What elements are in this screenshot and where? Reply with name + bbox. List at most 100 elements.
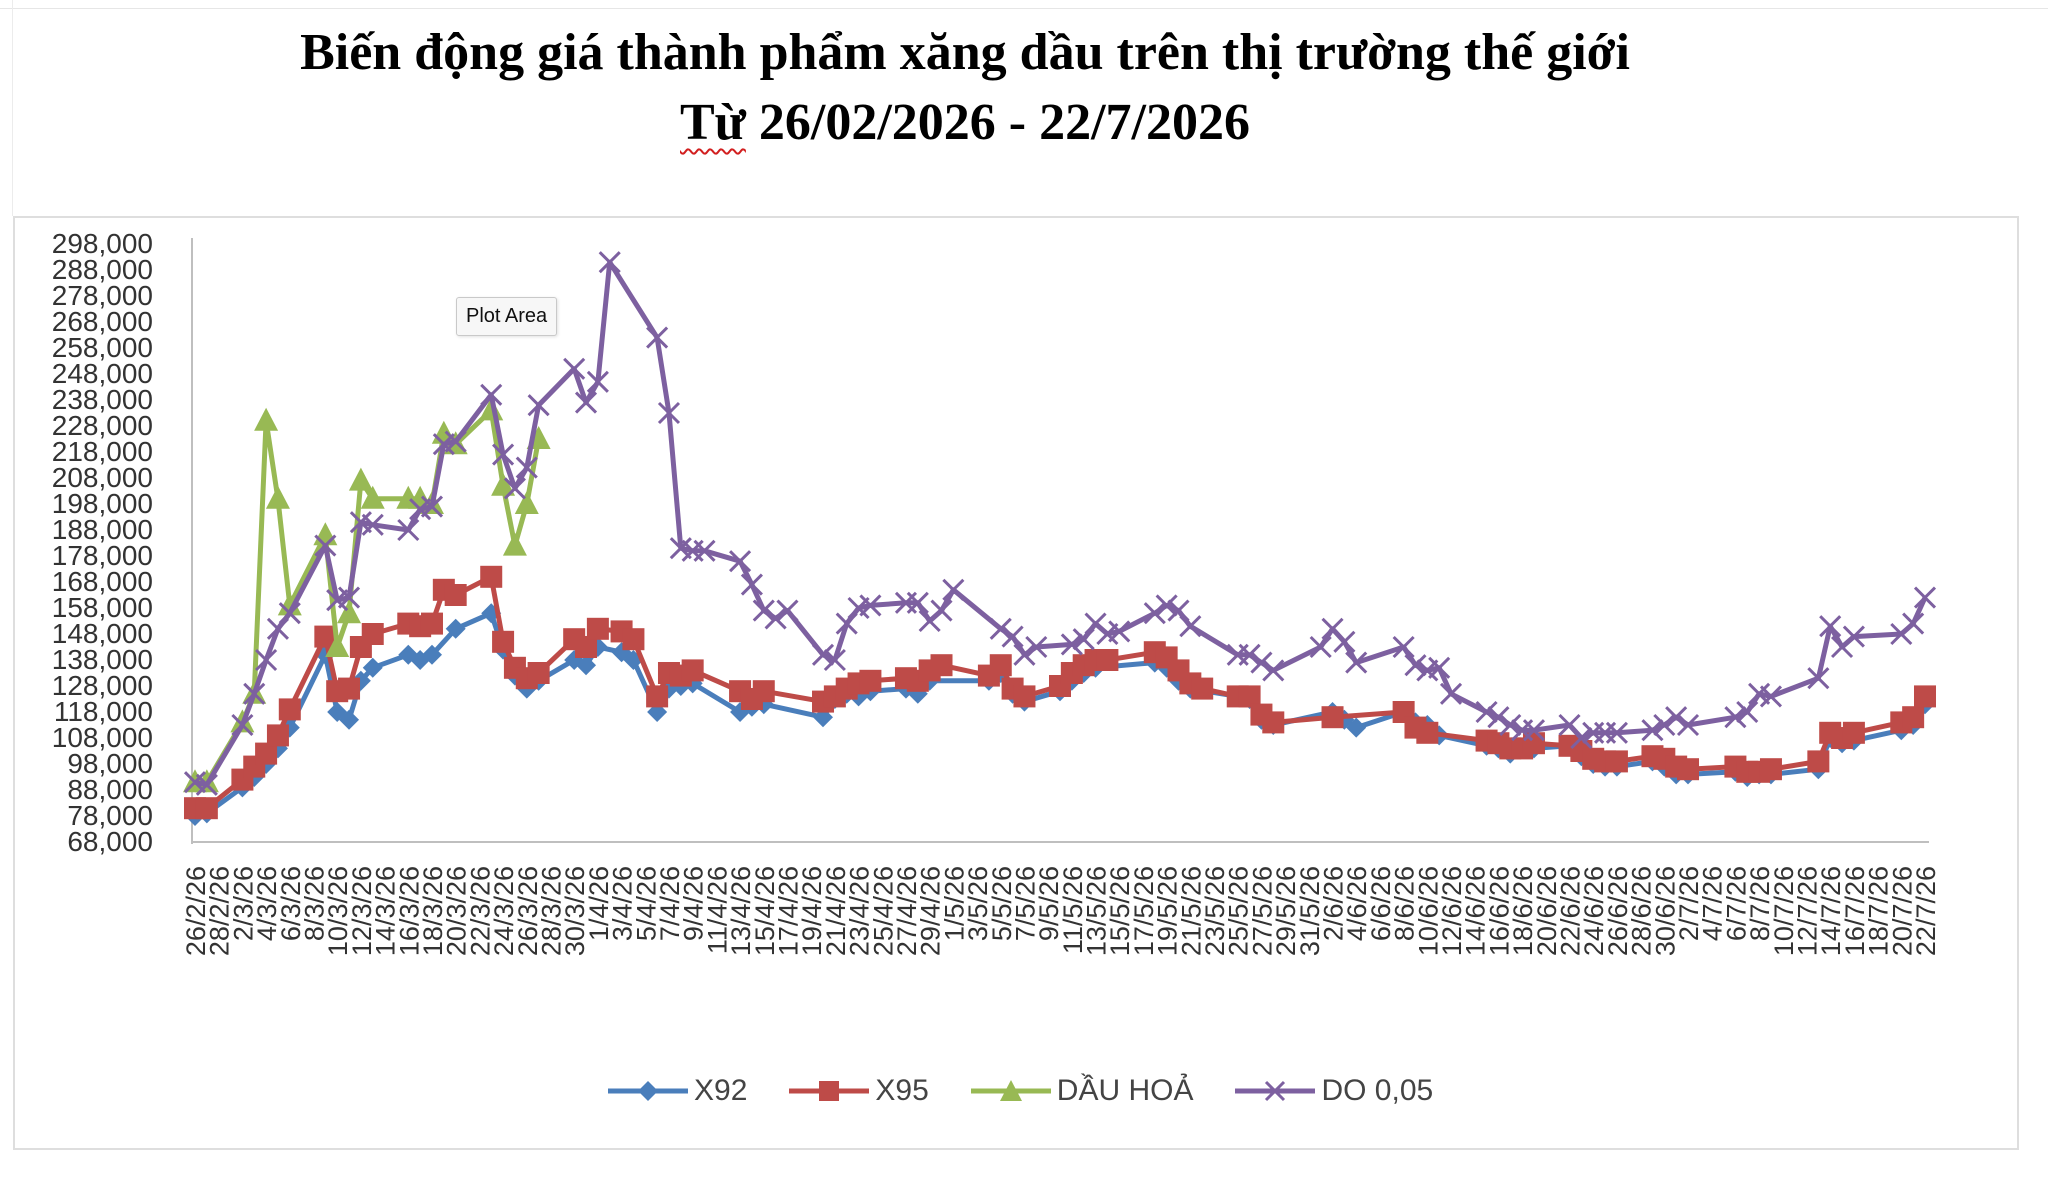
data-point-do[interactable] <box>930 599 953 622</box>
data-point-do[interactable] <box>1570 726 1593 750</box>
data-point-do[interactable] <box>1250 651 1273 674</box>
data-point-do[interactable] <box>1605 721 1628 744</box>
data-point-x95[interactable] <box>444 584 467 606</box>
data-point-do[interactable] <box>835 612 858 635</box>
data-point-do[interactable] <box>1179 615 1202 638</box>
data-point-do[interactable] <box>243 682 266 705</box>
data-point-do[interactable] <box>1167 599 1190 622</box>
data-point-do[interactable] <box>823 648 846 672</box>
data-point-do[interactable] <box>1819 615 1842 638</box>
data-point-x95[interactable] <box>361 623 384 645</box>
series-line-do[interactable] <box>194 259 1928 788</box>
data-point-do[interactable] <box>397 518 420 542</box>
data-point-do[interactable] <box>657 401 681 425</box>
data-point-x95[interactable] <box>1842 721 1865 744</box>
data-point-x95[interactable] <box>420 612 443 635</box>
data-point-do[interactable] <box>1665 706 1688 729</box>
data-point-do[interactable] <box>764 607 787 630</box>
data-point-x95[interactable] <box>646 685 669 708</box>
data-point-do[interactable] <box>1676 713 1700 737</box>
legend-item-x92[interactable]: X92 <box>608 1074 747 1108</box>
data-point-dauhoa[interactable] <box>348 467 373 491</box>
data-point-do[interactable] <box>586 370 609 393</box>
data-point-do[interactable] <box>1807 667 1830 690</box>
data-point-do[interactable] <box>231 713 254 737</box>
data-point-x95[interactable] <box>1096 649 1119 671</box>
data-point-do[interactable] <box>266 617 290 640</box>
data-point-x95[interactable] <box>255 742 278 765</box>
data-point-x95[interactable] <box>195 797 218 820</box>
data-point-x95[interactable] <box>575 636 598 658</box>
data-point-do[interactable] <box>1155 594 1178 617</box>
data-point-do[interactable] <box>1902 612 1925 635</box>
data-point-do[interactable] <box>1333 630 1356 653</box>
line-chart[interactable]: 298,000288,000278,000268,000258,000248,0… <box>15 218 2021 1152</box>
data-point-x95[interactable] <box>752 680 775 703</box>
data-point-x95[interactable] <box>527 662 550 684</box>
data-point-do[interactable] <box>444 430 467 453</box>
data-point-do[interactable] <box>1072 628 1095 651</box>
data-point-x92[interactable] <box>421 644 442 665</box>
data-point-do[interactable] <box>527 394 550 417</box>
data-point-do[interactable] <box>1309 635 1332 659</box>
chart-legend[interactable]: X92 X95 DẦU HOẢ DO 0,05 <box>608 1066 1433 1116</box>
data-point-do[interactable] <box>1345 651 1368 674</box>
data-point-x95[interactable] <box>1677 758 1700 781</box>
data-point-do[interactable] <box>1522 719 1546 742</box>
data-point-x95[interactable] <box>1238 685 1261 708</box>
data-point-do[interactable] <box>1013 643 1036 666</box>
data-point-x95[interactable] <box>1807 750 1830 773</box>
series-x95[interactable] <box>184 565 1936 820</box>
data-point-do[interactable] <box>1499 713 1522 737</box>
data-point-x95[interactable] <box>1914 685 1936 708</box>
data-point-do[interactable] <box>1475 700 1498 724</box>
data-point-do[interactable] <box>255 648 278 672</box>
data-point-x95[interactable] <box>266 724 289 747</box>
data-point-do[interactable] <box>729 550 752 573</box>
data-point-dauhoa[interactable] <box>277 592 302 616</box>
data-point-do[interactable] <box>1487 706 1510 729</box>
data-point-do[interactable] <box>693 539 716 562</box>
data-point-do[interactable] <box>1842 625 1865 648</box>
data-point-do[interactable] <box>1238 643 1261 666</box>
data-point-x95[interactable] <box>492 630 515 653</box>
data-point-do[interactable] <box>1724 706 1747 729</box>
data-point-do[interactable] <box>859 594 882 617</box>
data-point-x95[interactable] <box>338 677 361 700</box>
data-point-x95[interactable] <box>480 565 503 588</box>
data-point-do[interactable] <box>278 602 301 625</box>
series-layer[interactable] <box>183 251 1937 826</box>
data-point-do[interactable] <box>1404 654 1427 677</box>
data-point-do[interactable] <box>740 573 763 596</box>
data-point-x95[interactable] <box>278 698 301 721</box>
data-point-do[interactable] <box>480 383 503 406</box>
data-point-do[interactable] <box>420 495 444 518</box>
data-point-x92[interactable] <box>362 657 383 678</box>
data-point-x95[interactable] <box>622 628 645 651</box>
data-point-x95[interactable] <box>1262 711 1285 734</box>
data-point-do[interactable] <box>1025 635 1048 659</box>
data-point-x95[interactable] <box>1416 721 1439 744</box>
data-point-x95[interactable] <box>859 669 882 692</box>
data-point-dauhoa[interactable] <box>254 407 279 431</box>
data-point-x95[interactable] <box>989 654 1012 677</box>
data-point-dauhoa[interactable] <box>337 600 362 624</box>
data-point-do[interactable] <box>752 599 775 622</box>
series-do[interactable] <box>183 251 1937 796</box>
data-point-do[interactable] <box>598 251 621 274</box>
data-point-do[interactable] <box>314 534 337 557</box>
data-point-dauhoa[interactable] <box>514 491 539 514</box>
data-point-do[interactable] <box>989 617 1012 640</box>
data-point-dauhoa[interactable] <box>313 522 338 546</box>
data-point-do[interactable] <box>646 326 669 349</box>
data-point-do[interactable] <box>1143 602 1166 625</box>
data-point-do[interactable] <box>1439 682 1463 705</box>
data-point-dauhoa[interactable] <box>265 485 290 509</box>
data-point-do[interactable] <box>906 591 929 614</box>
chart-area[interactable]: 298,000 288,000 278,000 268,000 258,000 248,0… <box>13 216 2019 1150</box>
data-point-x95[interactable] <box>1605 750 1628 773</box>
data-point-do[interactable] <box>361 513 384 536</box>
data-point-x92[interactable] <box>1346 717 1367 738</box>
data-point-do[interactable] <box>1641 719 1664 742</box>
data-point-do[interactable] <box>1736 700 1759 724</box>
